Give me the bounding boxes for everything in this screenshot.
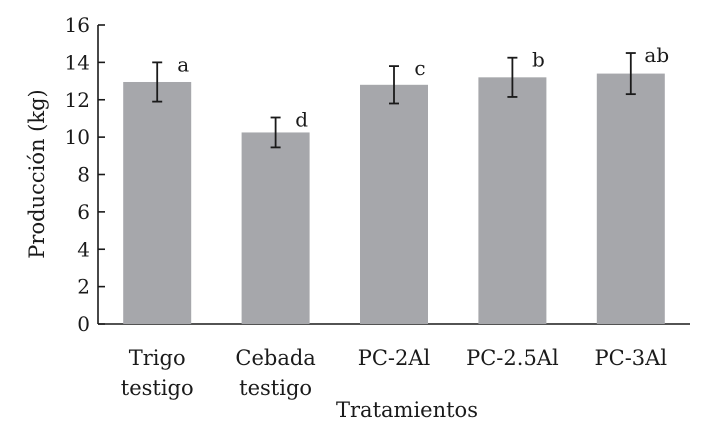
y-tick-label: 16	[65, 13, 90, 37]
significance-label: c	[414, 56, 425, 80]
bar	[123, 81, 192, 324]
y-tick-label: 14	[65, 50, 90, 74]
y-tick-label: 8	[77, 163, 90, 187]
x-tick-label: Cebada	[235, 346, 315, 370]
y-tick-label: 6	[77, 200, 90, 224]
significance-label: b	[532, 48, 545, 72]
significance-label: d	[295, 108, 308, 132]
x-axis-title: Tratamientos	[336, 398, 478, 422]
x-axis: Trigo testigo Cebada testigo PC-2Al PC-2.5Al P…	[98, 323, 690, 400]
x-tick-label: testigo	[121, 376, 194, 400]
y-tick-label: 10	[65, 125, 90, 149]
x-tick-label: PC-2Al	[358, 346, 431, 370]
bar	[596, 73, 665, 325]
y-tick-label: 4	[77, 237, 90, 261]
y-tick-label: 0	[77, 312, 90, 336]
y-tick-label: 2	[77, 275, 90, 299]
x-tick-label: PC-2.5Al	[466, 346, 559, 370]
x-tick-label: testigo	[239, 376, 312, 400]
y-axis-title: Producción (kg)	[25, 89, 49, 258]
bars: a d c b ab	[123, 43, 669, 325]
significance-label: ab	[644, 43, 669, 67]
bar	[360, 84, 428, 324]
bar	[241, 132, 310, 324]
x-tick-label: Trigo	[129, 346, 186, 370]
significance-label: a	[177, 52, 189, 76]
y-axis: 0 2 4 6 8 10 12 14 16	[65, 13, 105, 336]
x-tick-label: PC-3Al	[595, 346, 668, 370]
bar	[478, 77, 547, 324]
y-tick-label: 12	[65, 88, 90, 112]
